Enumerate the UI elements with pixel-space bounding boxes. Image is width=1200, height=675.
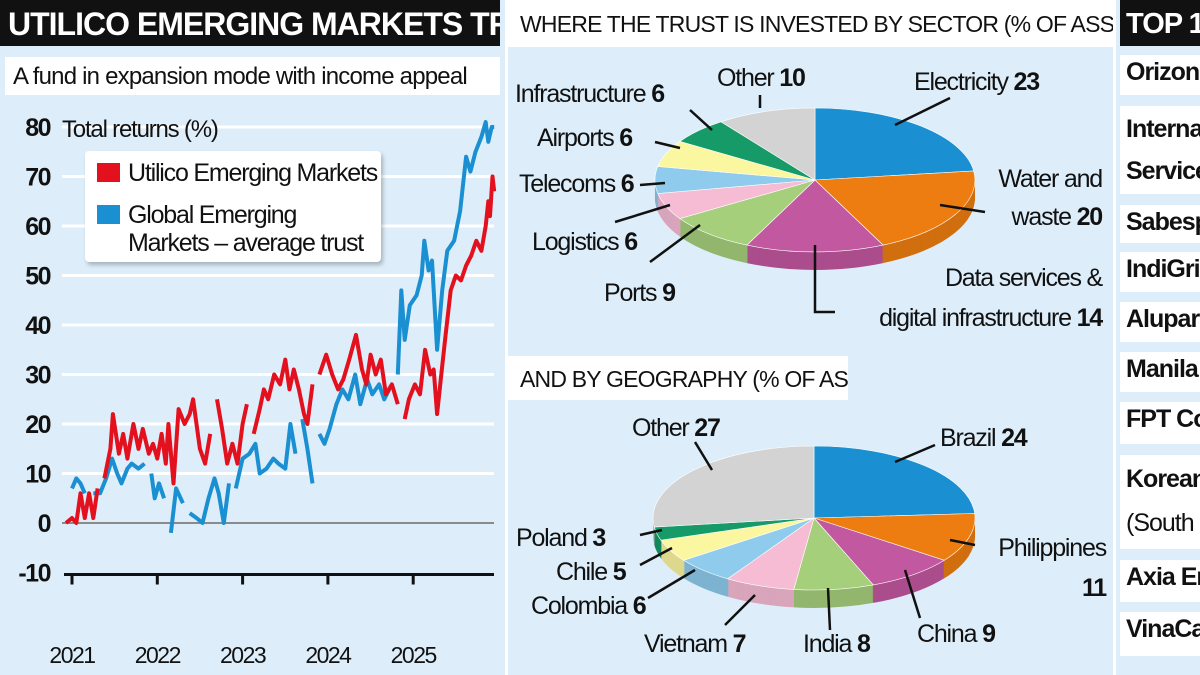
- label-infrastructure: Infrastructure 6: [515, 80, 665, 108]
- legend-label-global: Global Emerging Markets – average trust: [128, 201, 364, 257]
- x-tick-label: 2023: [220, 642, 266, 668]
- label-data-services: Data services & digital infrastructure 14: [879, 264, 1103, 332]
- y-tick-label: 20: [25, 411, 50, 439]
- holding-row: Manila: [1120, 352, 1200, 392]
- y-axis-label: Total returns (%): [62, 116, 219, 143]
- label-india: India 8: [803, 630, 871, 658]
- label-ports: Ports 9: [604, 279, 676, 307]
- label-china: China 9: [917, 620, 996, 648]
- y-tick-label: 0: [38, 510, 51, 538]
- label-electricity: Electricity 23: [914, 68, 1040, 96]
- returns-panel: UTILICO EMERGING MARKETS TRUST A fund in…: [0, 0, 505, 675]
- legend-swatch-global: [97, 205, 120, 224]
- holding-row: Korean (South: [1120, 455, 1200, 549]
- holding-row: VinaCa: [1120, 612, 1200, 656]
- x-tick-label: 2025: [391, 642, 437, 668]
- label-other-geo: Other 27: [632, 414, 721, 442]
- y-tick-label: 60: [25, 213, 50, 241]
- holding-row: Sabesp: [1120, 205, 1200, 243]
- y-tick-label: -10: [18, 560, 50, 588]
- label-other-sector: Other 10: [717, 64, 806, 92]
- legend-label-utilico: Utilico Emerging Markets: [128, 159, 378, 187]
- holding-row: FPT Co: [1120, 402, 1200, 444]
- x-tick-label: 2021: [49, 642, 95, 668]
- x-tick-label: 2024: [305, 642, 352, 668]
- geography-chart-title: AND BY GEOGRAPHY (% OF ASSETS): [508, 356, 848, 400]
- label-telecoms: Telecoms 6: [519, 170, 635, 198]
- label-brazil: Brazil 24: [940, 424, 1028, 452]
- subtitle: A fund in expansion mode with income app…: [5, 57, 500, 95]
- line-chart: 80 70 60 50 40 30 20 10 0 -10 2021 2022 2023 2024 2025: [18, 114, 497, 668]
- label-logistics: Logistics 6: [532, 228, 638, 256]
- label-chile: Chile 5: [556, 558, 627, 586]
- sector-chart-title: WHERE THE TRUST IS INVESTED BY SECTOR (%…: [508, 0, 1113, 47]
- series-line-utilico: [64, 174, 497, 525]
- y-tick-label: 40: [25, 312, 50, 340]
- y-tick-label: 50: [25, 263, 50, 291]
- page-title: UTILICO EMERGING MARKETS TRUST: [0, 0, 500, 46]
- holding-row: Orizon: [1120, 55, 1200, 95]
- legend-swatch-utilico: [97, 163, 120, 182]
- label-philippines: Philippines 11: [998, 534, 1107, 602]
- y-tick-label: 10: [25, 461, 50, 489]
- label-poland: Poland 3: [516, 524, 606, 552]
- y-tick-label: 80: [25, 114, 50, 142]
- holding-row: Alupar: [1120, 302, 1200, 342]
- top10-title: TOP 10: [1120, 0, 1200, 46]
- y-tick-label: 70: [25, 164, 50, 192]
- x-tick-label: 2022: [135, 642, 181, 668]
- label-colombia: Colombia 6: [531, 592, 647, 620]
- y-tick-label: 30: [25, 362, 50, 390]
- holding-row: Axia En: [1120, 560, 1200, 602]
- holding-row: Interna Service: [1120, 106, 1200, 194]
- label-vietnam: Vietnam 7: [644, 630, 747, 658]
- holding-row: IndiGri: [1120, 252, 1200, 292]
- legend: Utilico Emerging Markets Global Emerging…: [85, 151, 381, 262]
- label-water-waste: Water and waste 20: [998, 165, 1103, 231]
- label-airports: Airports 6: [537, 124, 633, 152]
- series-line-global-average: [70, 120, 495, 534]
